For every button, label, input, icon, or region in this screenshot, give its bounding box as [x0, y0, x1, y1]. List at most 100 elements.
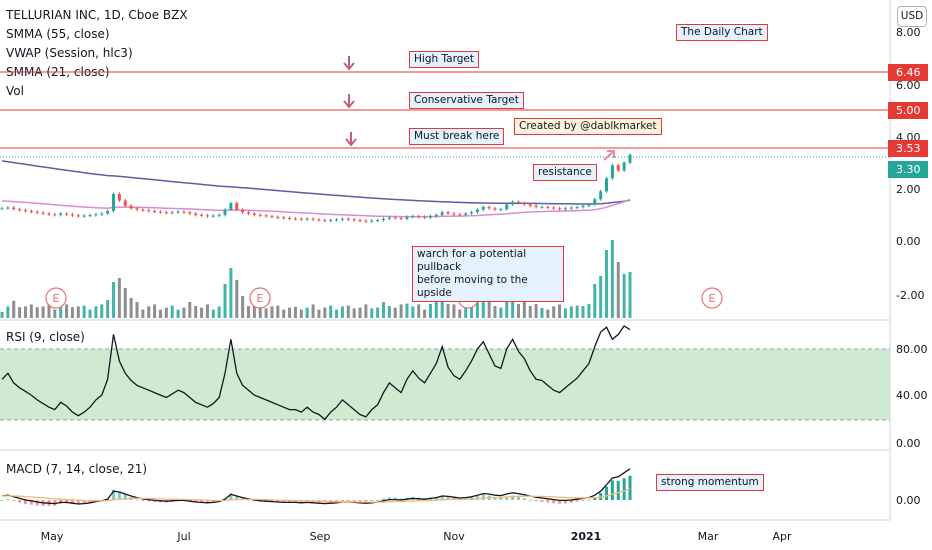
candle-body — [29, 210, 33, 212]
annotation-must-break[interactable]: Must break here — [409, 128, 505, 145]
volume-bar — [499, 307, 503, 318]
volume-bar — [340, 306, 344, 318]
macd-bar — [534, 500, 538, 502]
volume-bar — [616, 262, 620, 318]
volume-bar — [164, 307, 168, 318]
macd-bar — [499, 497, 503, 500]
volume-bar — [446, 304, 450, 318]
volume-bar — [593, 284, 597, 318]
annotation-momentum[interactable]: strong momentum — [656, 474, 764, 491]
candle-body — [552, 207, 556, 209]
volume-bar — [70, 307, 74, 318]
candle-body — [340, 218, 344, 220]
volume-bar — [205, 304, 209, 318]
price-tick: 0.00 — [896, 235, 921, 248]
candle-body — [164, 212, 168, 214]
candle-body — [387, 217, 391, 219]
volume-bar — [511, 286, 515, 318]
candle-body — [70, 214, 74, 216]
candle-body — [376, 220, 380, 222]
volume-bar — [475, 300, 479, 318]
volume-bar — [399, 304, 403, 318]
candle-body — [481, 207, 485, 210]
axis-labels: 8.006.004.002.000.00-2.0080.0040.000.000… — [41, 26, 928, 543]
candle-body — [82, 215, 86, 217]
volume-bar — [235, 280, 239, 318]
volume-bar — [493, 306, 497, 318]
macd-bar — [593, 497, 597, 500]
candle-body — [352, 219, 356, 221]
annotation-conservative-target[interactable]: Conservative Target — [409, 92, 524, 109]
candle-body — [317, 219, 321, 221]
macd-bar — [335, 500, 339, 502]
candle-body — [176, 211, 180, 213]
macd-bar — [352, 500, 356, 501]
volume-bar — [252, 304, 256, 318]
macd-bar — [35, 500, 39, 506]
macd-bar — [516, 496, 520, 500]
rsi-title[interactable]: RSI (9, close) — [6, 330, 85, 344]
indicator-vol[interactable]: Vol — [6, 84, 24, 98]
currency-button[interactable]: USD — [897, 6, 927, 27]
volume-bar — [65, 304, 69, 318]
volume-bar — [581, 306, 585, 318]
candle-body — [53, 214, 57, 216]
annotation-resistance[interactable]: resistance — [533, 164, 597, 181]
earnings-markers[interactable]: EEEE — [45, 287, 723, 309]
time-tick: Apr — [772, 530, 792, 543]
indicator-smma55[interactable]: SMMA (55, close) — [6, 27, 110, 41]
symbol-title[interactable]: TELLURIAN INC, 1D, Cboe BZX — [6, 8, 188, 22]
candle-body — [182, 211, 186, 213]
volume-bar — [18, 307, 22, 318]
macd-bar — [276, 500, 280, 503]
earnings-letter: E — [257, 292, 264, 305]
macd-bar — [558, 500, 562, 504]
macd-path — [1, 468, 631, 505]
earnings-marker: E — [45, 287, 67, 309]
volume-bar — [522, 302, 526, 318]
candle-body — [346, 218, 350, 220]
macd-bar — [211, 500, 215, 503]
candle-body — [417, 216, 421, 218]
macd-lines[interactable] — [1, 468, 631, 505]
candle-body — [276, 216, 280, 218]
candle-body — [194, 213, 198, 215]
volume-bar — [229, 268, 233, 318]
macd-bar — [205, 500, 209, 504]
macd-bar — [23, 500, 27, 505]
volume-bar — [417, 304, 421, 318]
annotation-created-by[interactable]: Created by @dablkmarket — [514, 118, 662, 135]
annotation-pullback[interactable]: warch for a potential pullback before mo… — [412, 246, 564, 302]
annotation-high-target[interactable]: High Target — [409, 51, 479, 68]
volume-bar — [458, 309, 462, 318]
candle-body — [252, 213, 256, 215]
macd-bar — [282, 500, 286, 503]
macd-bar — [6, 499, 10, 501]
price-tick: 6.00 — [896, 79, 921, 92]
macd-bar — [200, 500, 204, 503]
volume-bar — [217, 306, 221, 318]
candle-body — [0, 208, 4, 210]
volume-bar — [434, 302, 438, 318]
smma21-line[interactable] — [1, 198, 631, 218]
candle-body — [41, 212, 45, 214]
macd-title[interactable]: MACD (7, 14, close, 21) — [6, 462, 148, 476]
candles[interactable] — [0, 153, 632, 223]
candle-body — [217, 214, 221, 216]
indicator-vwap[interactable]: VWAP (Session, hlc3) — [6, 46, 133, 60]
candle-body — [153, 210, 157, 212]
pullback-line-2: before moving to the upside — [417, 274, 528, 299]
macd-bar — [552, 500, 556, 504]
annotation-daily-chart[interactable]: The Daily Chart — [676, 24, 768, 41]
macd-tick: 0.00 — [896, 494, 921, 507]
volume-bar — [335, 309, 339, 318]
candle-body — [428, 216, 432, 218]
candle-body — [622, 162, 626, 171]
volume-bar — [387, 306, 391, 318]
rsi-line[interactable] — [1, 325, 631, 421]
time-tick: May — [41, 530, 64, 543]
volume-bars[interactable] — [0, 240, 632, 318]
rsi-band — [0, 349, 890, 420]
macd-bar — [76, 500, 80, 505]
